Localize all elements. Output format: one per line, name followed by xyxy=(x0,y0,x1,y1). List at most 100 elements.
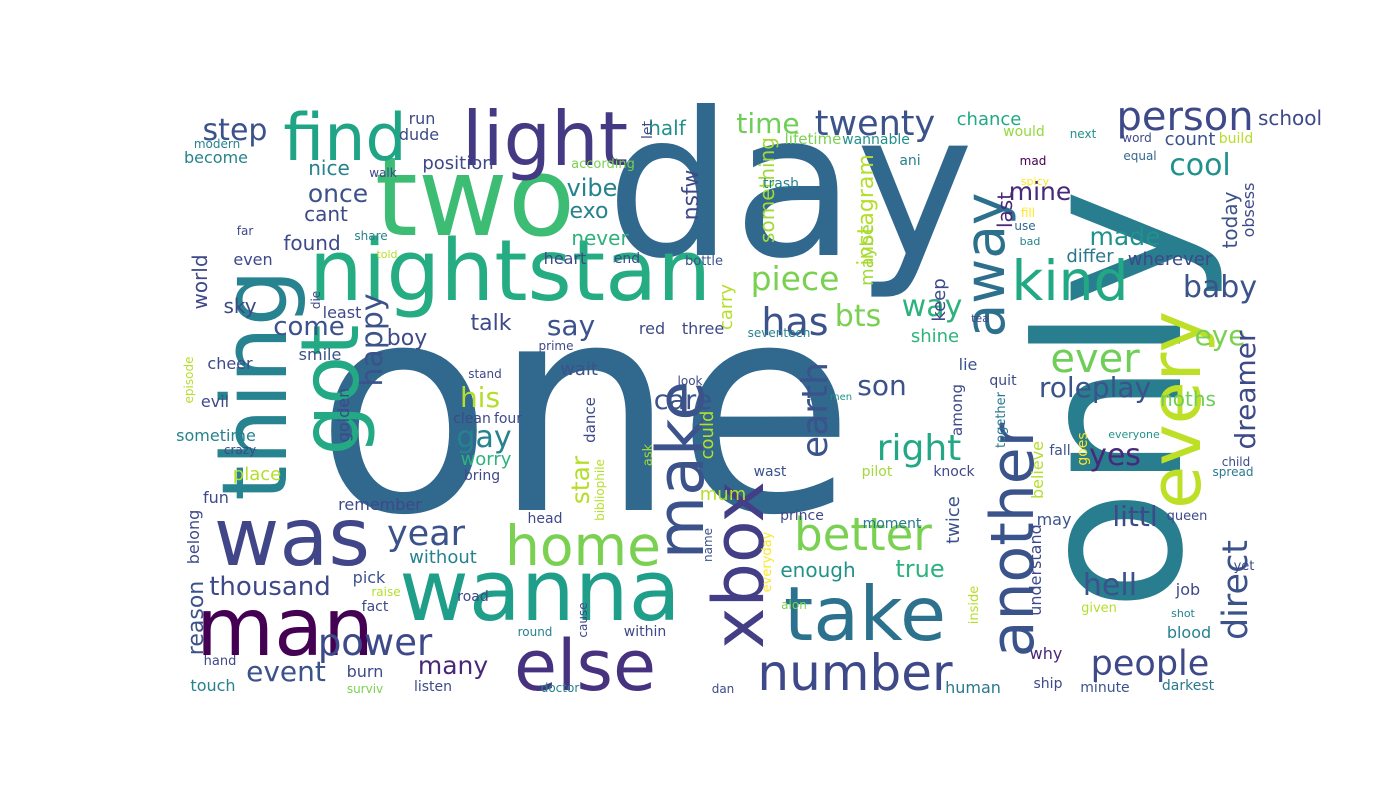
cloud-word: carry xyxy=(716,284,737,330)
cloud-word: build xyxy=(1219,131,1253,147)
cloud-word: care xyxy=(654,385,713,416)
cloud-word: inside xyxy=(967,586,982,625)
cloud-word: equal xyxy=(1123,149,1156,163)
cloud-word: everyday xyxy=(760,531,775,592)
cloud-word: use xyxy=(1014,219,1035,233)
cloud-word: happy xyxy=(355,293,390,386)
cloud-word: cheer xyxy=(207,354,253,373)
cloud-word: cant xyxy=(304,202,348,226)
cloud-word: hell xyxy=(1083,568,1137,603)
cloud-word: lifetime xyxy=(785,130,842,148)
cloud-word: else xyxy=(514,625,656,707)
cloud-word: day xyxy=(606,70,974,303)
cloud-word: heart xyxy=(544,249,587,268)
cloud-word: every xyxy=(1135,311,1217,509)
cloud-word: told xyxy=(376,248,397,261)
cloud-word: sometime xyxy=(176,426,256,445)
cloud-word: position xyxy=(422,153,493,174)
cloud-word: look xyxy=(678,374,703,388)
cloud-word: count xyxy=(1165,129,1216,150)
cloud-word: bottle xyxy=(685,254,723,269)
cloud-word: yet xyxy=(1234,559,1255,574)
cloud-word: everyone xyxy=(1108,428,1160,441)
cloud-word: yes xyxy=(1089,438,1141,473)
cloud-word: head xyxy=(528,511,563,527)
cloud-word: knock xyxy=(933,464,975,480)
cloud-word: son xyxy=(857,369,906,402)
cloud-word: child xyxy=(1222,455,1251,469)
cloud-word: trash xyxy=(763,176,799,192)
cloud-word: even xyxy=(233,250,272,269)
cloud-word: touch xyxy=(190,676,235,695)
cloud-word: wait xyxy=(560,359,598,380)
cloud-word: instagram xyxy=(854,154,879,266)
cloud-word: least xyxy=(323,303,362,322)
cloud-word: dreamer xyxy=(1229,330,1262,450)
cloud-word: darkest xyxy=(1162,678,1215,694)
cloud-word: many xyxy=(418,651,489,680)
cloud-word: would xyxy=(1003,124,1045,140)
cloud-word: end xyxy=(614,251,640,267)
cloud-word: maybe xyxy=(857,224,878,286)
cloud-word: last xyxy=(993,192,1017,228)
cloud-word: direct xyxy=(1216,540,1256,640)
cloud-word: find xyxy=(283,101,406,176)
cloud-word: world xyxy=(188,254,212,309)
cloud-word: man xyxy=(196,581,374,674)
cloud-word: nsfw xyxy=(679,170,704,221)
cloud-word: today xyxy=(1218,191,1242,248)
cloud-word: bts xyxy=(835,299,881,334)
cloud-word: far xyxy=(237,224,254,238)
cloud-word: queen xyxy=(1167,509,1208,524)
cloud-word: exo xyxy=(570,199,609,224)
cloud-word: event xyxy=(246,655,326,688)
cloud-word: fun xyxy=(203,488,229,507)
cloud-word: die xyxy=(309,291,323,309)
cloud-word: spicy xyxy=(1021,175,1050,188)
cloud-word: tea xyxy=(971,312,989,325)
cloud-word: men xyxy=(830,392,852,403)
cloud-word: differ xyxy=(1066,246,1114,267)
cloud-word: only xyxy=(995,188,1228,611)
cloud-word: modern xyxy=(194,137,240,151)
cloud-word: mad xyxy=(1020,154,1047,168)
cloud-word: mine xyxy=(1009,177,1072,206)
cloud-word: better xyxy=(794,508,932,561)
cloud-word: got xyxy=(284,324,377,455)
cloud-word: mum xyxy=(700,484,746,505)
cloud-word: boy xyxy=(387,326,427,351)
cloud-word: reason xyxy=(184,581,209,655)
cloud-word: star xyxy=(566,455,595,504)
cloud-word: name xyxy=(701,528,715,562)
cloud-word: three xyxy=(682,319,724,338)
cloud-word: road xyxy=(457,589,488,605)
cloud-word: listen xyxy=(414,679,452,695)
cloud-word: blood xyxy=(1167,623,1211,642)
cloud-word: according xyxy=(571,157,635,172)
cloud-word: dance xyxy=(581,397,599,443)
cloud-word: within xyxy=(624,624,666,640)
cloud-word: noths xyxy=(1160,387,1216,411)
cloud-word: one xyxy=(315,242,855,579)
cloud-word: once xyxy=(308,179,368,208)
cloud-word: make xyxy=(644,381,719,559)
cloud-word: right xyxy=(877,428,962,469)
cloud-word: ship xyxy=(1034,676,1063,692)
cloud-word: away xyxy=(953,193,1017,338)
cloud-word: alon xyxy=(781,598,807,612)
cloud-word: walk xyxy=(369,166,397,180)
cloud-word: smile xyxy=(299,345,342,364)
cloud-word: person xyxy=(1116,94,1253,140)
cloud-word: prime xyxy=(539,339,574,353)
cloud-word: crazy xyxy=(224,443,256,457)
cloud-word: say xyxy=(547,309,595,342)
cloud-word: another xyxy=(978,422,1048,657)
cloud-word: baby xyxy=(1183,270,1257,305)
cloud-word: ever xyxy=(1050,336,1140,382)
cloud-word: cool xyxy=(1169,148,1231,183)
cloud-word: chance xyxy=(957,109,1022,130)
cloud-word: episode xyxy=(182,357,196,404)
cloud-word: place xyxy=(233,464,281,485)
